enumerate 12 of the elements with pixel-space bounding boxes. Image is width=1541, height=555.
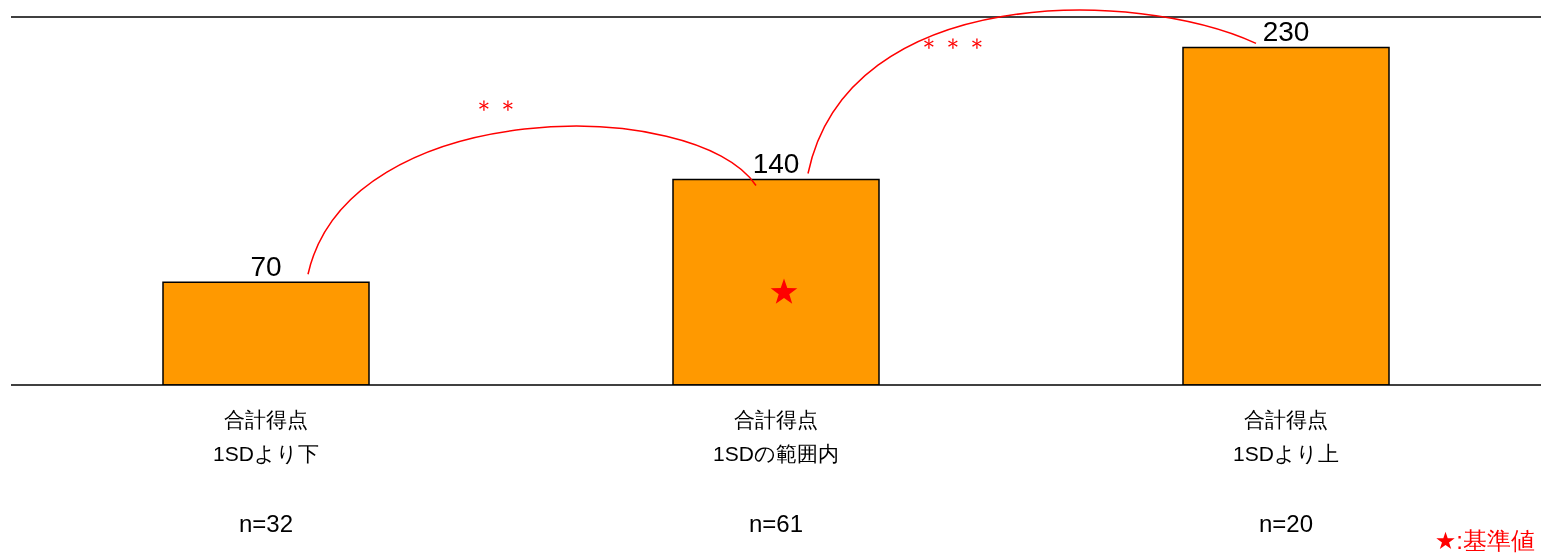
x-tick-label: 合計得点 1SDより下 <box>213 408 319 465</box>
annotation: ＊＊ <box>472 95 520 123</box>
text: ★:基準値 <box>1434 527 1535 554</box>
data-label: 70 <box>250 251 282 283</box>
x-tick-label: 合計得点 1SDの範囲内 <box>713 408 839 465</box>
data-label: 230 <box>1262 16 1310 48</box>
text: n=20 <box>1258 510 1314 537</box>
annotation: ＊＊＊ <box>917 33 989 61</box>
data-label: 140 <box>752 148 800 180</box>
text: n=32 <box>238 510 294 537</box>
x-tick-label: 合計得点 1SDより上 <box>1233 408 1339 465</box>
text: n=61 <box>748 510 804 537</box>
